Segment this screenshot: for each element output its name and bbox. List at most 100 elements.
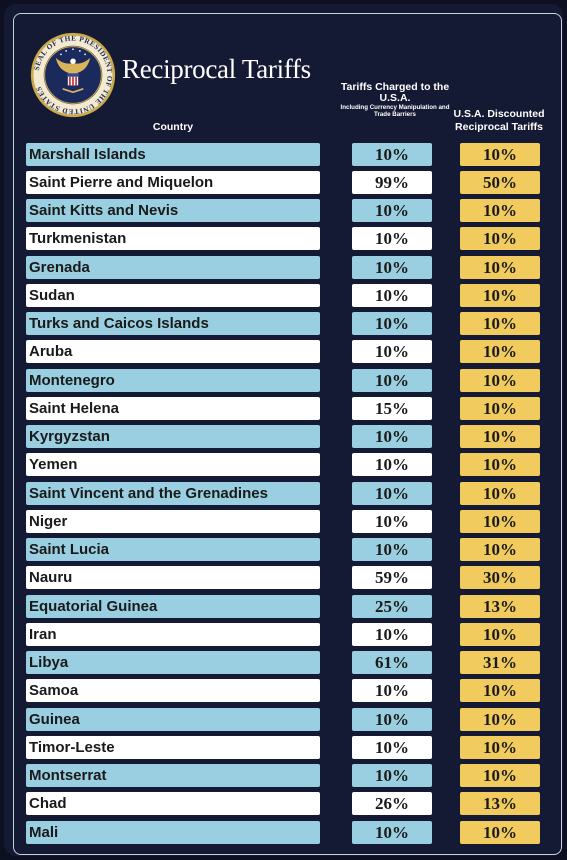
tariff-charged-cell: 61% xyxy=(352,651,432,674)
country-cell: Mali xyxy=(26,820,320,844)
country-cell: Montenegro xyxy=(26,368,320,392)
discounted-tariff-cell: 10% xyxy=(460,312,540,335)
discounted-tariff-cell: 10% xyxy=(460,340,540,364)
discounted-tariff-cell: 10% xyxy=(460,735,540,759)
table-row: Aruba 10% 10% xyxy=(26,339,540,367)
discounted-tariff-cell: 10% xyxy=(460,764,540,787)
table-row: Saint Lucia 10% 10% xyxy=(26,537,540,565)
country-cell: Saint Kitts and Nevis xyxy=(26,199,320,222)
table-row: Saint Vincent and the Grenadines 10% 10% xyxy=(26,480,540,508)
discounted-tariff-cell: 10% xyxy=(460,622,540,646)
country-cell: Yemen xyxy=(26,453,320,477)
discounted-tariff-cell: 50% xyxy=(460,170,540,194)
country-cell: Iran xyxy=(26,622,320,646)
tariff-table: Marshall Islands 10% 10% Saint Pierre and M… xyxy=(26,141,540,847)
discounted-tariff-cell: 10% xyxy=(460,481,540,505)
tariff-charged-cell: 26% xyxy=(352,792,432,816)
country-cell: Saint Lucia xyxy=(26,538,320,561)
table-row: Niger 10% 10% xyxy=(26,508,540,536)
country-cell: Guinea xyxy=(26,707,320,731)
table-row: Turkmenistan 10% 10% xyxy=(26,226,540,254)
tariff-charged-cell: 10% xyxy=(352,255,432,279)
tariff-charged-cell: 10% xyxy=(352,820,432,844)
tariff-charged-cell: 10% xyxy=(352,622,432,646)
table-row: Turks and Caicos Islands 10% 10% xyxy=(26,311,540,339)
discounted-tariff-cell: 10% xyxy=(460,142,540,166)
table-row: Iran 10% 10% xyxy=(26,621,540,649)
discounted-tariff-cell: 10% xyxy=(460,396,540,420)
tariff-charged-cell: 10% xyxy=(352,509,432,533)
header-charged-main: Tariffs Charged to the U.S.A. xyxy=(340,81,450,105)
header-charged-sub: Including Currency Manipulation and Trad… xyxy=(340,104,450,119)
tariff-charged-cell: 10% xyxy=(352,227,432,251)
tariff-charged-cell: 10% xyxy=(352,735,432,759)
table-row: Libya 61% 31% xyxy=(26,650,540,678)
country-cell: Grenada xyxy=(26,255,320,279)
country-cell: Turkmenistan xyxy=(26,227,320,251)
discounted-tariff-cell: 31% xyxy=(460,651,540,674)
discounted-tariff-cell: 10% xyxy=(460,283,540,307)
country-cell: Samoa xyxy=(26,679,320,703)
discounted-tariff-cell: 10% xyxy=(460,368,540,392)
table-row: Chad 26% 13% xyxy=(26,791,540,819)
table-row: Montenegro 10% 10% xyxy=(26,367,540,395)
tariff-charged-cell: 10% xyxy=(352,538,432,561)
discounted-tariff-cell: 10% xyxy=(460,227,540,251)
tariff-charged-cell: 10% xyxy=(352,425,432,448)
tariff-charged-cell: 10% xyxy=(352,142,432,166)
header-charged: Tariffs Charged to the U.S.A. Including … xyxy=(340,81,450,119)
tariff-charged-cell: 59% xyxy=(352,566,432,590)
tariff-charged-cell: 99% xyxy=(352,170,432,194)
tariff-charged-cell: 10% xyxy=(352,453,432,477)
country-cell: Aruba xyxy=(26,340,320,364)
discounted-tariff-cell: 13% xyxy=(460,594,540,618)
country-cell: Saint Vincent and the Grenadines xyxy=(26,481,320,505)
country-cell: Niger xyxy=(26,509,320,533)
discounted-tariff-cell: 10% xyxy=(460,679,540,703)
table-row: Saint Helena 15% 10% xyxy=(26,395,540,423)
country-cell: Equatorial Guinea xyxy=(26,594,320,618)
discounted-tariff-cell: 10% xyxy=(460,509,540,533)
tariff-charged-cell: 25% xyxy=(352,594,432,618)
discounted-tariff-cell: 10% xyxy=(460,453,540,477)
header-discount: U.S.A. Discounted Reciprocal Tariffs xyxy=(453,108,545,133)
tariff-charged-cell: 15% xyxy=(352,396,432,420)
discounted-tariff-cell: 10% xyxy=(460,538,540,561)
tariff-charged-cell: 10% xyxy=(352,312,432,335)
discounted-tariff-cell: 10% xyxy=(460,255,540,279)
discounted-tariff-cell: 10% xyxy=(460,425,540,448)
presidential-seal-icon: SEAL OF THE PRESIDENT OF THE UNITED STAT… xyxy=(30,32,116,118)
country-cell: Saint Helena xyxy=(26,396,320,420)
discounted-tariff-cell: 13% xyxy=(460,792,540,816)
table-row: Sudan 10% 10% xyxy=(26,282,540,310)
poster-border xyxy=(13,13,562,855)
tariff-charged-cell: 10% xyxy=(352,679,432,703)
discounted-tariff-cell: 10% xyxy=(460,820,540,844)
country-cell: Chad xyxy=(26,792,320,816)
table-row: Saint Kitts and Nevis 10% 10% xyxy=(26,198,540,226)
table-row: Timor-Leste 10% 10% xyxy=(26,734,540,762)
country-cell: Turks and Caicos Islands xyxy=(26,312,320,335)
table-row: Nauru 59% 30% xyxy=(26,565,540,593)
table-row: Guinea 10% 10% xyxy=(26,706,540,734)
discounted-tariff-cell: 10% xyxy=(460,199,540,222)
table-row: Grenada 10% 10% xyxy=(26,254,540,282)
country-cell: Libya xyxy=(26,651,320,674)
tariff-charged-cell: 10% xyxy=(352,340,432,364)
table-row: Kyrgyzstan 10% 10% xyxy=(26,424,540,452)
header-country: Country xyxy=(152,121,194,133)
page-title: Reciprocal Tariffs xyxy=(122,54,311,84)
tariff-charged-cell: 10% xyxy=(352,283,432,307)
eagle-icon xyxy=(55,48,91,94)
table-row: Saint Pierre and Miquelon 99% 50% xyxy=(26,169,540,197)
country-cell: Timor-Leste xyxy=(26,735,320,759)
country-cell: Montserrat xyxy=(26,764,320,787)
tariff-charged-cell: 10% xyxy=(352,199,432,222)
country-cell: Marshall Islands xyxy=(26,142,320,166)
country-cell: Kyrgyzstan xyxy=(26,425,320,448)
discounted-tariff-cell: 10% xyxy=(460,707,540,731)
country-cell: Saint Pierre and Miquelon xyxy=(26,170,320,194)
table-row: Mali 10% 10% xyxy=(26,819,540,847)
table-row: Montserrat 10% 10% xyxy=(26,763,540,791)
table-row: Marshall Islands 10% 10% xyxy=(26,141,540,169)
